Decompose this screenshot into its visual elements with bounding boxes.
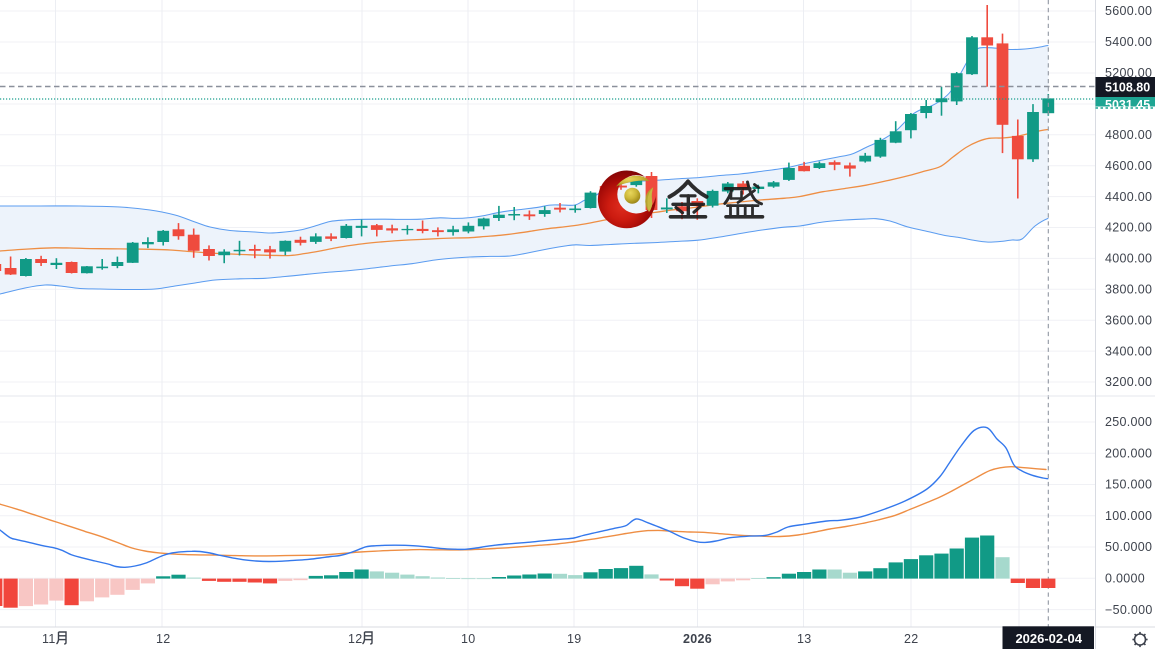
svg-text:12: 12 [156, 632, 171, 646]
svg-text:200.000: 200.000 [1105, 446, 1152, 460]
svg-text:2026: 2026 [683, 632, 712, 646]
svg-text:4000.00: 4000.00 [1105, 252, 1152, 266]
svg-text:13: 13 [797, 632, 812, 646]
svg-text:22: 22 [904, 632, 919, 646]
svg-text:12: 12 [348, 632, 363, 646]
svg-text:4200.00: 4200.00 [1105, 221, 1152, 235]
svg-text:3200.00: 3200.00 [1105, 375, 1152, 389]
svg-text:4800.00: 4800.00 [1105, 128, 1152, 142]
svg-text:250.000: 250.000 [1105, 415, 1152, 429]
svg-text:50.0000: 50.0000 [1105, 540, 1152, 554]
svg-text:4400.00: 4400.00 [1105, 190, 1152, 204]
svg-text:11: 11 [42, 632, 56, 646]
svg-text:3800.00: 3800.00 [1105, 283, 1152, 297]
svg-text:5200.00: 5200.00 [1105, 66, 1152, 80]
svg-text:5031.45: 5031.45 [1105, 98, 1150, 112]
svg-text:−50.000: −50.000 [1105, 603, 1153, 617]
svg-text:3600.00: 3600.00 [1105, 313, 1152, 327]
svg-text:10: 10 [461, 632, 476, 646]
svg-text:150.000: 150.000 [1105, 478, 1152, 492]
svg-text:0.0000: 0.0000 [1105, 572, 1145, 586]
svg-text:2026-02-04: 2026-02-04 [1015, 631, 1082, 646]
svg-text:19: 19 [567, 632, 582, 646]
svg-text:3400.00: 3400.00 [1105, 344, 1152, 358]
svg-text:5400.00: 5400.00 [1105, 35, 1152, 49]
svg-text:5600.00: 5600.00 [1105, 4, 1152, 18]
svg-text:100.000: 100.000 [1105, 509, 1152, 523]
svg-text:4600.00: 4600.00 [1105, 159, 1152, 173]
svg-text:5108.80: 5108.80 [1105, 81, 1150, 95]
